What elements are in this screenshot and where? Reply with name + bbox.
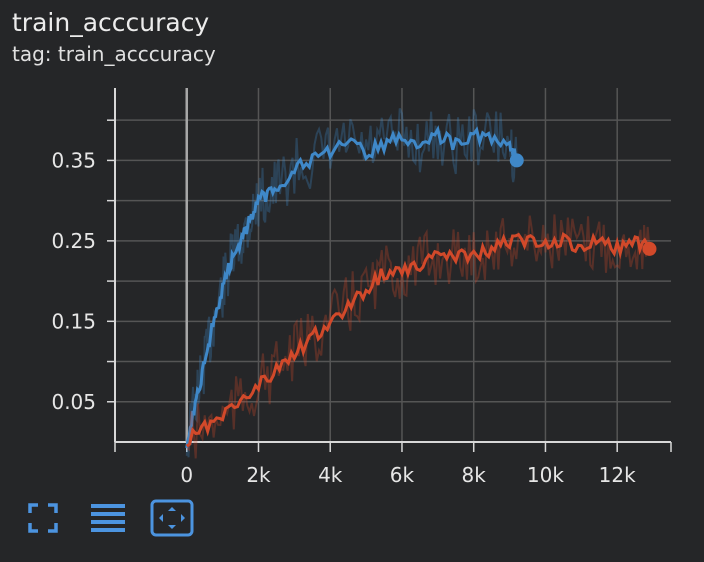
- y-tick-label: 0.35: [51, 148, 96, 172]
- series-lines: [185, 108, 657, 459]
- x-tick-label: 8k: [462, 463, 487, 487]
- chart-title: train_acccuracy: [12, 8, 210, 37]
- toggle-log-scale-button[interactable]: [85, 498, 131, 542]
- fit-domain-button[interactable]: [149, 498, 195, 542]
- y-tick-label: 0.05: [51, 390, 96, 414]
- chart-toolbar: [0, 498, 220, 546]
- line-chart[interactable]: 0 2k 4k 6k 8k 10k 12k 0.05 0.15 0.25 0.35: [0, 0, 704, 490]
- grid-lines: [115, 88, 671, 442]
- series-line: [185, 125, 519, 449]
- x-tick-label: 2k: [246, 463, 271, 487]
- series-line: [185, 232, 651, 448]
- y-tick-label: 0.25: [51, 229, 96, 253]
- fit-domain-icon: [150, 499, 194, 541]
- series-end-point[interactable]: [642, 241, 657, 256]
- chart-tag-subtitle: tag: train_acccuracy: [12, 42, 216, 66]
- x-tick-label: 10k: [527, 463, 564, 487]
- x-tick-label: 12k: [599, 463, 636, 487]
- x-tick-label: 0: [180, 463, 193, 487]
- axes: [107, 88, 672, 452]
- fullscreen-button[interactable]: [20, 498, 66, 542]
- x-tick-label: 4k: [318, 463, 343, 487]
- y-tick-label: 0.15: [51, 309, 96, 333]
- x-tick-label: 6k: [390, 463, 415, 487]
- tick-labels: 0 2k 4k 6k 8k 10k 12k 0.05 0.15 0.25 0.35: [51, 148, 636, 487]
- list-lines-icon: [89, 501, 127, 539]
- series-end-point[interactable]: [509, 153, 524, 168]
- fullscreen-icon: [28, 503, 58, 537]
- series-raw-line: [186, 214, 651, 459]
